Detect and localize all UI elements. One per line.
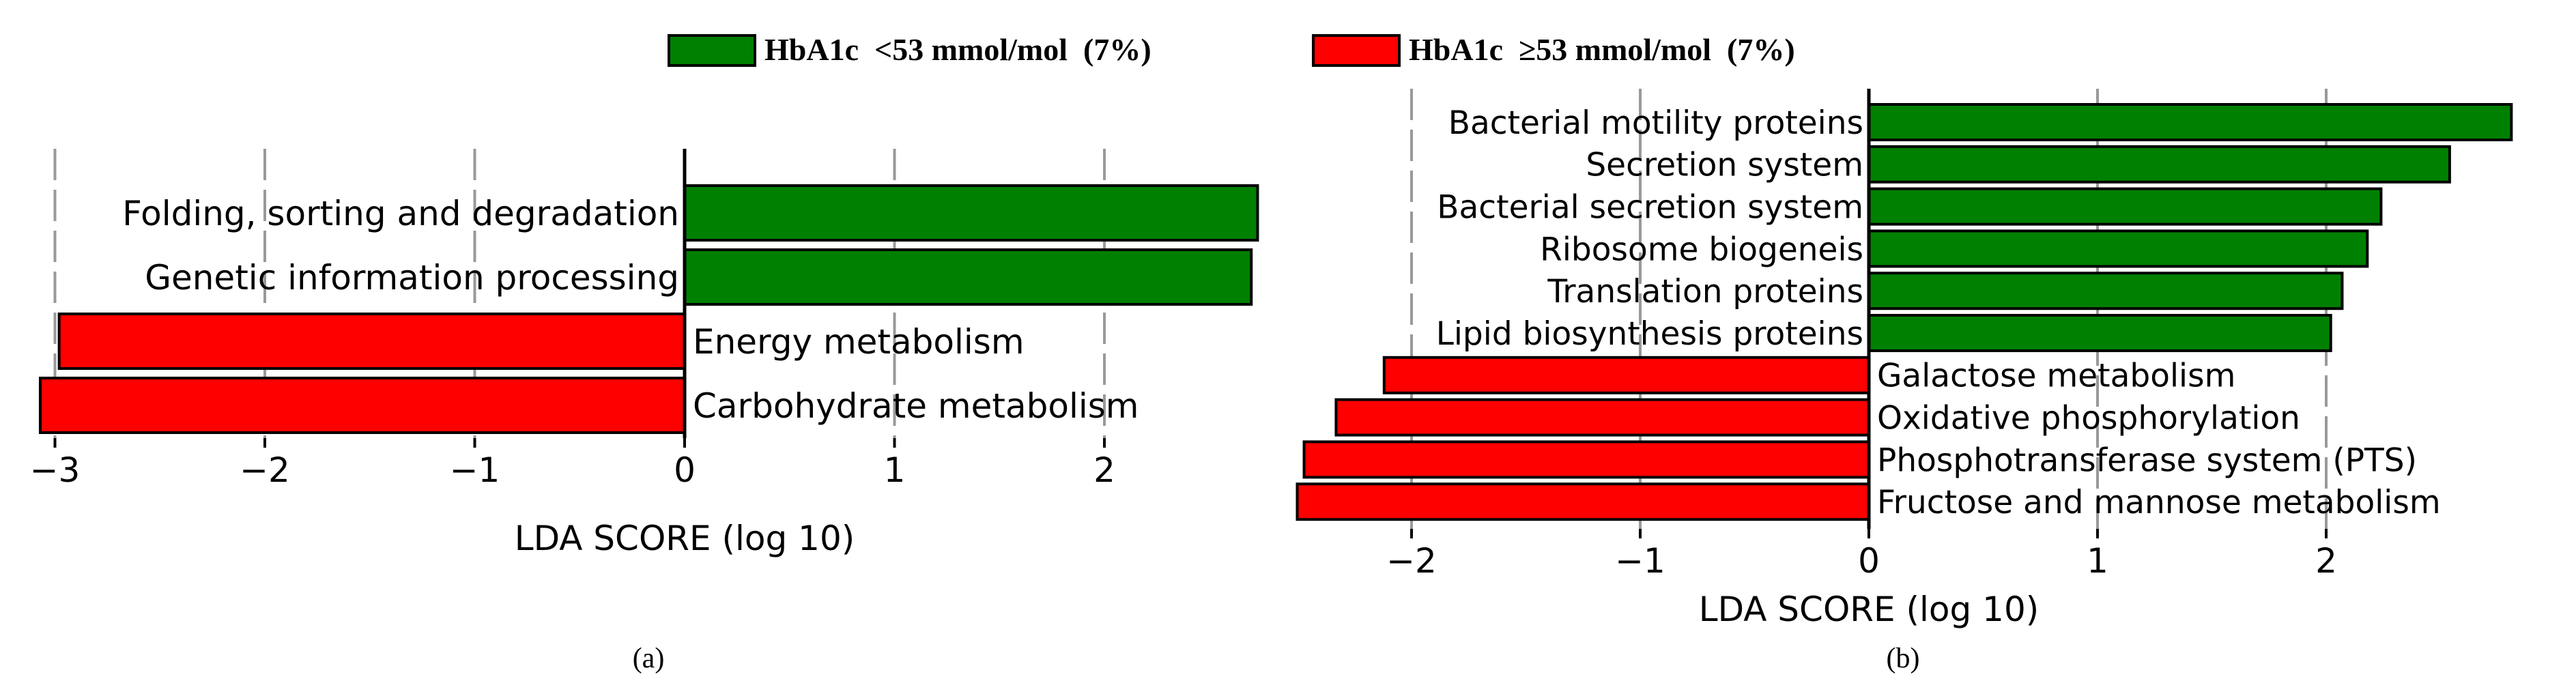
- x-tick-label: 0: [674, 450, 696, 490]
- category-label: Translation proteins: [1547, 273, 1863, 310]
- bar-genetic-information-processing: [683, 248, 1253, 306]
- category-label: Energy metabolism: [693, 322, 1025, 362]
- x-tick-label: 2: [1093, 450, 1115, 490]
- category-label: Bacterial secretion system: [1437, 189, 1863, 227]
- panel-a-label: (a): [633, 643, 665, 674]
- bar-secretion-system: [1867, 145, 2451, 184]
- x-tick-label: 0: [1858, 541, 1880, 581]
- bar-fructose-and-mannose-metabolism: [1296, 482, 1870, 521]
- x-tick-label: −2: [240, 450, 290, 490]
- panel-a-chart: Folding, sorting and degradation Genetic …: [30, 149, 1259, 558]
- category-label: Bacterial motility proteins: [1448, 104, 1863, 142]
- category-label: Secretion system: [1586, 147, 1863, 184]
- bar-ribosome-biogeneis: [1867, 229, 2369, 268]
- x-axis-label: LDA SCORE (log 10): [1699, 590, 2040, 629]
- x-tick-label: 2: [2315, 541, 2337, 581]
- bar-translation-proteins: [1867, 272, 2344, 310]
- panel-b-label: (b): [1887, 643, 1920, 674]
- legend-swatch-low-hba1c: [668, 34, 756, 67]
- category-label: Phosphotransferase system (PTS): [1877, 442, 2417, 479]
- category-label: Oxidative phosphorylation: [1877, 400, 2300, 437]
- bar-folding-sorting-and-degradation: [683, 184, 1259, 242]
- x-tick-label: −2: [1386, 541, 1437, 581]
- legend-swatch-high-hba1c: [1312, 34, 1401, 67]
- category-label: Carbohydrate metabolism: [693, 386, 1139, 426]
- bar-bacterial-secretion-system: [1867, 187, 2383, 226]
- category-label: Genetic information processing: [145, 258, 679, 298]
- category-label: Folding, sorting and degradation: [122, 194, 679, 233]
- legend: HbA1c <53 mmol/mol (7%) HbA1c ≥53 mmol/m…: [668, 32, 1795, 67]
- bar-oxidative-phosphorylation: [1334, 398, 1870, 437]
- x-tick-label: −3: [30, 450, 81, 490]
- legend-label-high-hba1c: HbA1c ≥53 mmol/mol (7%): [1409, 32, 1795, 67]
- category-label: Galactose metabolism: [1877, 358, 2235, 395]
- bar-carbohydrate-metabolism: [38, 377, 687, 434]
- x-tick-label: 1: [884, 450, 906, 490]
- bar-lipid-biosynthesis-proteins: [1867, 314, 2332, 352]
- category-label: Fructose and mannose metabolism: [1877, 484, 2441, 521]
- panel-b-chart: Bacterial motility proteins Secretion sys…: [1296, 89, 2513, 629]
- x-axis-label: LDA SCORE (log 10): [515, 519, 855, 558]
- legend-label-low-hba1c: HbA1c <53 mmol/mol (7%): [764, 32, 1151, 67]
- x-tick-label: 1: [2087, 541, 2108, 581]
- x-tick-label: −1: [450, 450, 500, 490]
- category-label: Ribosome biogeneis: [1540, 231, 1863, 268]
- bar-bacterial-motility-proteins: [1867, 103, 2513, 141]
- x-tick-label: −1: [1615, 541, 1665, 581]
- bar-phosphotransferase-system-pts: [1302, 440, 1871, 479]
- bar-galactose-metabolism: [1382, 356, 1871, 394]
- bar-energy-metabolism: [57, 313, 686, 370]
- category-label: Lipid biosynthesis proteins: [1436, 315, 1863, 353]
